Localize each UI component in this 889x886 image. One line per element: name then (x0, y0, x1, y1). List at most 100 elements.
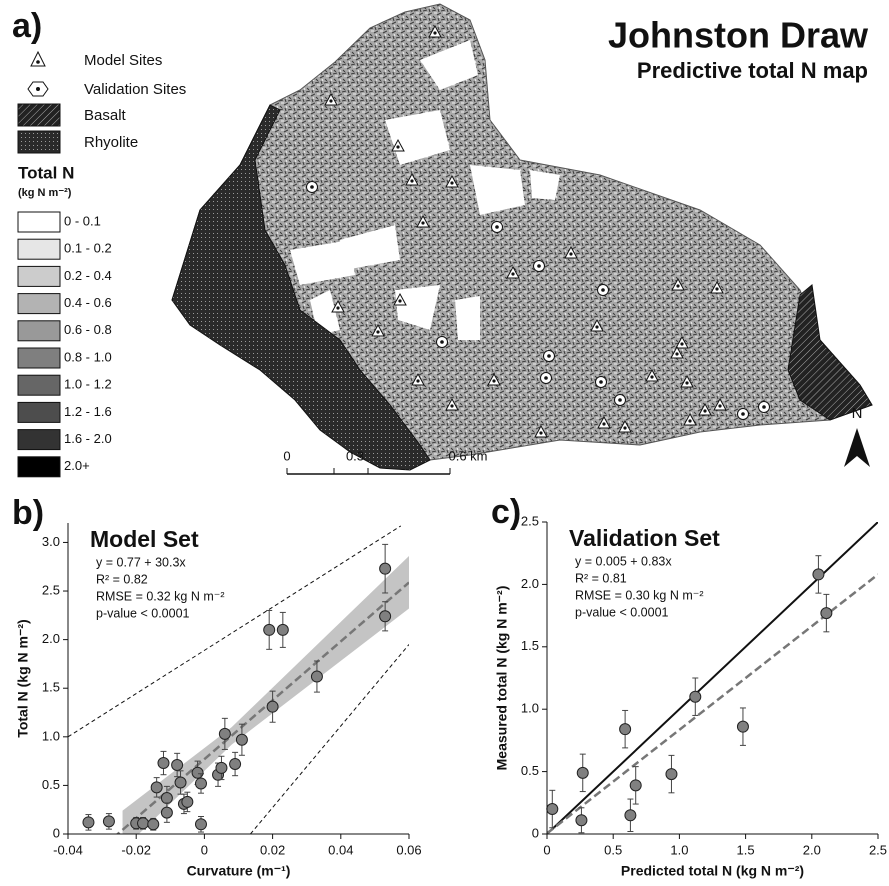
y-tick-label: 1.0 (521, 701, 539, 716)
y-tick-label: 0 (532, 825, 539, 840)
validation-site-dot (599, 380, 603, 384)
model-site-dot (680, 342, 683, 345)
point (219, 728, 230, 739)
point (577, 767, 588, 778)
model-site-dot (511, 272, 514, 275)
class-label: 0.8 - 1.0 (64, 349, 112, 364)
model-site-dot (336, 306, 339, 309)
model-site-dot (623, 426, 626, 429)
model-site-dot (492, 379, 495, 382)
class-swatch (18, 375, 60, 395)
point (380, 611, 391, 622)
plot-area (547, 522, 878, 834)
y-tick-label: 1.5 (521, 638, 539, 653)
x-tick-label: 0 (543, 842, 550, 857)
annotation: R² = 0.82 (96, 572, 148, 586)
legend-label: Basalt (84, 107, 127, 124)
legend-label: Model Sites (84, 52, 162, 69)
point (161, 793, 172, 804)
point (172, 759, 183, 770)
validation-site-dot (544, 376, 548, 380)
validation-site-dot (762, 405, 766, 409)
x-tick-label: 0.06 (396, 842, 421, 857)
chart-title: Model Set (90, 526, 199, 552)
validation-site-dot (618, 398, 622, 402)
class-swatch (18, 294, 60, 314)
model-site-dot (602, 422, 605, 425)
y-tick-label: 0.5 (521, 763, 539, 778)
patch (530, 170, 560, 200)
point (83, 817, 94, 828)
annotation: RMSE = 0.32 kg N m⁻² (96, 589, 225, 603)
x-tick-label: -0.02 (121, 842, 151, 857)
x-tick-label: 1.0 (670, 842, 688, 857)
panel-label: c) (491, 493, 521, 531)
x-tick-label: 2.0 (803, 842, 821, 857)
panel-label: b) (12, 494, 44, 532)
point (813, 569, 824, 580)
annotation: y = 0.005 + 0.83x (575, 554, 672, 568)
model-site-dot (595, 325, 598, 328)
point (158, 758, 169, 769)
model-site-dot (703, 409, 706, 412)
x-axis-title: Predicted total N (kg N m⁻²) (621, 863, 804, 879)
class-label: 0 - 0.1 (64, 213, 101, 228)
legend-swatch (18, 104, 60, 126)
y-tick-label: 1.0 (42, 728, 60, 743)
validation-site-dot (601, 288, 605, 292)
point (380, 563, 391, 574)
point (216, 762, 227, 773)
point (267, 701, 278, 712)
patch (455, 296, 480, 340)
point (737, 721, 748, 732)
validation-site-dot (495, 225, 499, 229)
validation-site-dot (537, 264, 541, 268)
model-site-dot (715, 287, 718, 290)
model-site-dot (450, 404, 453, 407)
point (230, 759, 241, 770)
class-swatch (18, 212, 60, 232)
point (620, 724, 631, 735)
point (576, 815, 587, 826)
point (277, 624, 288, 635)
y-tick-label: 2.5 (42, 582, 60, 597)
model-site-dot (329, 99, 332, 102)
model-site-dot (416, 379, 419, 382)
x-tick-label: -0.04 (53, 842, 83, 857)
annotation: R² = 0.81 (575, 571, 627, 585)
model-site-dot (410, 179, 413, 182)
class-label: 1.2 - 1.6 (64, 404, 112, 419)
y-tick-label: 0 (53, 825, 60, 840)
point (151, 782, 162, 793)
point (547, 804, 558, 815)
class-swatch (18, 430, 60, 450)
annotation: p-value < 0.0001 (575, 605, 669, 619)
class-legend: 0 - 0.10.1 - 0.20.2 - 0.40.4 - 0.60.6 - … (18, 212, 112, 477)
class-swatch (18, 402, 60, 422)
x-tick-label: 0 (201, 842, 208, 857)
annotation: y = 0.77 + 30.3x (96, 555, 186, 569)
legend-swatch (18, 131, 60, 153)
validation-site-dot (310, 185, 314, 189)
model-site-dot (688, 419, 691, 422)
point (195, 778, 206, 789)
scale-label: 0 (283, 448, 290, 463)
model-site-dot (718, 404, 721, 407)
point (161, 807, 172, 818)
x-axis-title: Curvature (m⁻¹) (187, 863, 291, 879)
point (138, 818, 149, 829)
point (236, 734, 247, 745)
point (148, 819, 159, 830)
validation-site-dot (440, 340, 444, 344)
y-tick-label: 1.5 (42, 680, 60, 695)
y-tick-label: 3.0 (42, 534, 60, 549)
model-site-dot (421, 221, 424, 224)
x-tick-label: 0.5 (604, 842, 622, 857)
point (103, 816, 114, 827)
x-tick-label: 0.02 (260, 842, 285, 857)
model-site-dot (539, 431, 542, 434)
figure: 0 0.3 0.6 km N a) Johnston Draw Predicti… (0, 0, 889, 886)
basalt (788, 285, 872, 420)
x-tick-label: 1.5 (737, 842, 755, 857)
y-axis-title: Measured total N (kg N m⁻²) (494, 586, 510, 771)
